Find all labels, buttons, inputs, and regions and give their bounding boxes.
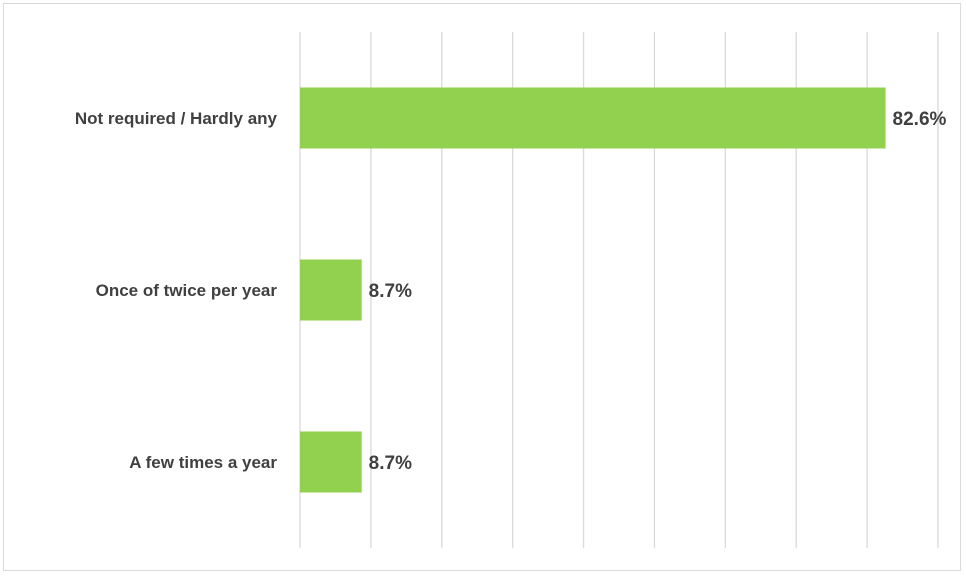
- category-label-2: A few times a year: [129, 453, 277, 472]
- bar-0: [300, 87, 886, 149]
- bar-1: [300, 259, 362, 321]
- data-label-0: 82.6%: [893, 109, 947, 130]
- bar-2: [300, 431, 362, 493]
- category-label-0: Not required / Hardly any: [75, 109, 278, 128]
- category-label-1: Once of twice per year: [96, 281, 278, 300]
- bars: [300, 87, 886, 493]
- data-label-2: 8.7%: [369, 453, 412, 474]
- labels: Not required / Hardly any 82.6% Once of tw…: [75, 109, 947, 474]
- data-label-1: 8.7%: [369, 281, 412, 302]
